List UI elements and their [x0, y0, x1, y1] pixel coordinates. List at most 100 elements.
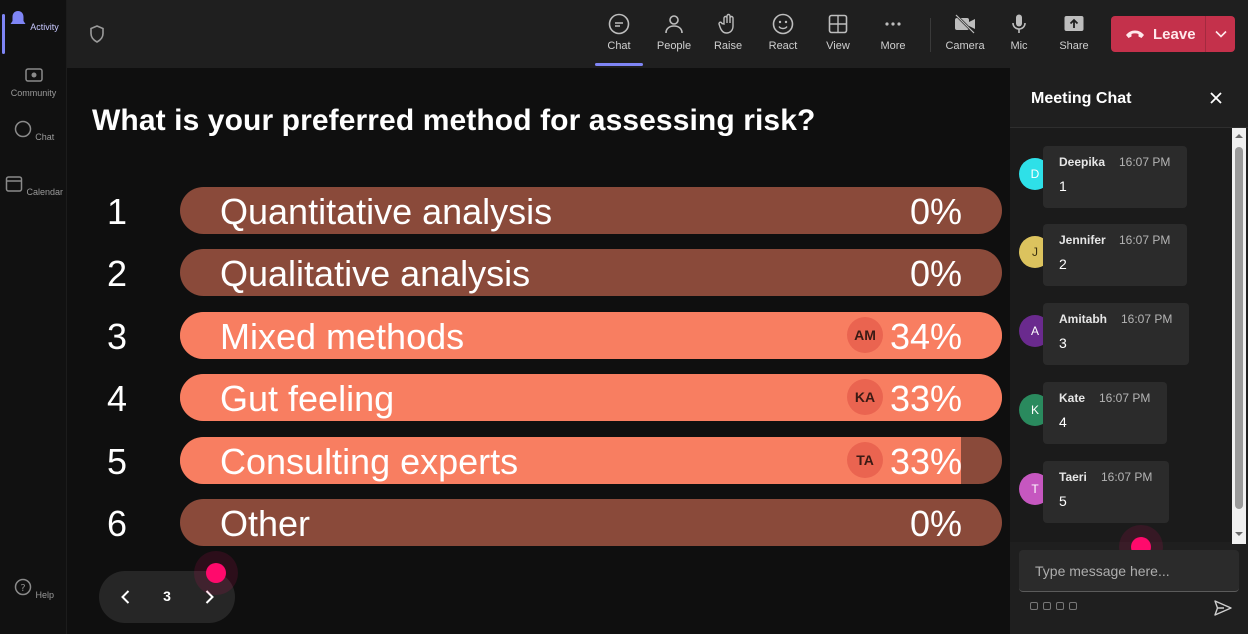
option-label: Other: [220, 503, 311, 544]
toolbar-button-label: Mic: [1010, 40, 1028, 52]
rail-item-label: Community: [10, 88, 57, 98]
scroll-up-icon[interactable]: [1235, 132, 1243, 140]
poll-question: What is your preferred method for assess…: [92, 104, 816, 137]
message-text: 3: [1059, 335, 1067, 351]
chat-message: Taeri 16:07 PM 5: [1043, 461, 1169, 523]
chat-bubble-icon: [608, 13, 630, 35]
option-number: 4: [106, 378, 128, 419]
option-number: 1: [106, 191, 128, 232]
toolbar-mic-button[interactable]: Mic: [993, 10, 1045, 62]
pointer-indicator: [206, 563, 226, 583]
calendar-icon: [5, 176, 23, 192]
rail-item-chat[interactable]: Chat: [0, 120, 67, 142]
emoji-icon[interactable]: [1056, 602, 1064, 610]
message-author: Kate: [1059, 391, 1086, 405]
scroll-thumb[interactable]: [1235, 147, 1243, 509]
chevron-right-icon[interactable]: [196, 584, 222, 610]
attach-icon[interactable]: [1043, 602, 1051, 610]
community-icon: [24, 68, 43, 82]
gif-icon[interactable]: [1069, 602, 1077, 610]
hand-icon: [718, 13, 734, 34]
option-number: 3: [106, 316, 128, 357]
message-author: Deepika: [1059, 155, 1106, 169]
hang-up-icon: [1126, 30, 1144, 38]
leave-options-dropdown[interactable]: [1206, 16, 1235, 52]
poll-option: 4 Gut feeling KA 33%: [67, 374, 1010, 421]
leave-label: Leave: [1153, 25, 1196, 43]
meeting-chat-panel: Meeting Chat D Deepika 16:07 PM 1 J Jenn…: [1010, 68, 1248, 634]
option-bar: Gut feeling KA 33%: [180, 374, 1002, 421]
chat-message-list: D Deepika 16:07 PM 1 J Jennifer 16:07 PM…: [1010, 128, 1232, 542]
toolbar-view-button[interactable]: View: [812, 10, 864, 62]
rail-item-calendar[interactable]: Calendar: [0, 175, 67, 197]
toolbar-button-label: People: [656, 40, 692, 52]
camera-off-icon: [955, 14, 975, 34]
toolbar-share-button[interactable]: Share: [1048, 10, 1100, 62]
option-label: Consulting experts: [220, 441, 519, 482]
option-number: 5: [106, 441, 128, 482]
smiley-icon: [772, 13, 794, 35]
option-number: 6: [106, 503, 128, 544]
toolbar-react-button[interactable]: React: [757, 10, 809, 62]
chat-scrollbar[interactable]: [1232, 128, 1246, 544]
message-input[interactable]: [1019, 550, 1239, 591]
rail-item-help[interactable]: ? Help: [0, 578, 67, 600]
option-fill: [180, 437, 961, 484]
leave-main[interactable]: Leave: [1111, 16, 1205, 52]
page-number: 3: [163, 588, 171, 604]
chat-message: Amitabh 16:07 PM 3: [1043, 303, 1189, 365]
avatar-initial: T: [1031, 482, 1039, 496]
message-time: 16:07 PM: [1119, 233, 1171, 247]
message-text: 1: [1059, 178, 1067, 194]
poll-option: 1 Quantitative analysis 0%: [67, 187, 1010, 234]
toolbar-button-label: View: [826, 40, 850, 52]
ellipsis-icon: [885, 22, 901, 26]
message-text: 4: [1059, 414, 1067, 430]
shield-icon[interactable]: [87, 24, 107, 44]
toolbar-people-button[interactable]: People: [648, 10, 700, 62]
toolbar-raise-button[interactable]: Raise: [702, 10, 754, 62]
option-label: Gut feeling: [220, 378, 395, 419]
option-bar: Qualitative analysis 0%: [180, 249, 1002, 296]
toolbar-button-label: Share: [1059, 40, 1089, 52]
grid-icon: [828, 14, 848, 34]
message-time: 16:07 PM: [1099, 391, 1151, 405]
toolbar-more-button[interactable]: More: [867, 10, 919, 62]
chevron-left-icon[interactable]: [113, 584, 139, 610]
toolbar-chat-button[interactable]: Chat: [593, 10, 645, 66]
send-icon[interactable]: [1213, 598, 1233, 618]
format-icon[interactable]: [1030, 602, 1038, 610]
leave-button[interactable]: Leave: [1111, 16, 1235, 52]
option-bar: Quantitative analysis 0%: [180, 187, 1002, 234]
rail-item-community[interactable]: Community: [0, 66, 67, 98]
mic-icon: [1012, 14, 1026, 33]
close-icon[interactable]: [1208, 90, 1224, 106]
people-icon: [665, 15, 683, 34]
leave-divider: [1205, 16, 1206, 52]
toolbar-button-label: More: [880, 40, 906, 52]
bell-icon: [10, 11, 26, 24]
poll-option: 6 Other 0%: [67, 499, 1010, 546]
toolbar-button-label: Raise: [713, 40, 743, 52]
app-rail: Activity Community Chat Calendar ? Help: [0, 0, 67, 634]
rail-item-activity[interactable]: Activity: [0, 10, 67, 54]
toolbar-camera-button[interactable]: Camera: [939, 10, 991, 62]
chat-message: Jennifer 16:07 PM 2: [1043, 224, 1187, 286]
rail-item-label: Chat: [35, 132, 55, 142]
option-percent: 0%: [909, 253, 962, 294]
avatar-initial: K: [1030, 403, 1039, 417]
avatar-initial: D: [1030, 167, 1040, 181]
chat-icon: [14, 120, 31, 138]
message-compose-box[interactable]: [1019, 550, 1239, 592]
poll-stage: What is your preferred method for assess…: [67, 68, 1010, 634]
scroll-down-icon[interactable]: [1235, 530, 1243, 538]
option-bar: Consulting experts TA 33%: [180, 437, 1002, 484]
option-number: 2: [106, 253, 128, 294]
poll-option: 3 Mixed methods AM 34%: [67, 312, 1010, 359]
message-text: 5: [1059, 493, 1067, 509]
option-label: Qualitative analysis: [220, 253, 531, 294]
option-bar: Other 0%: [180, 499, 1002, 546]
meeting-toolbar: Chat People Raise React View More Camera…: [67, 0, 1248, 68]
voter-avatar: TA: [847, 442, 883, 478]
chat-message: Kate 16:07 PM 4: [1043, 382, 1167, 444]
